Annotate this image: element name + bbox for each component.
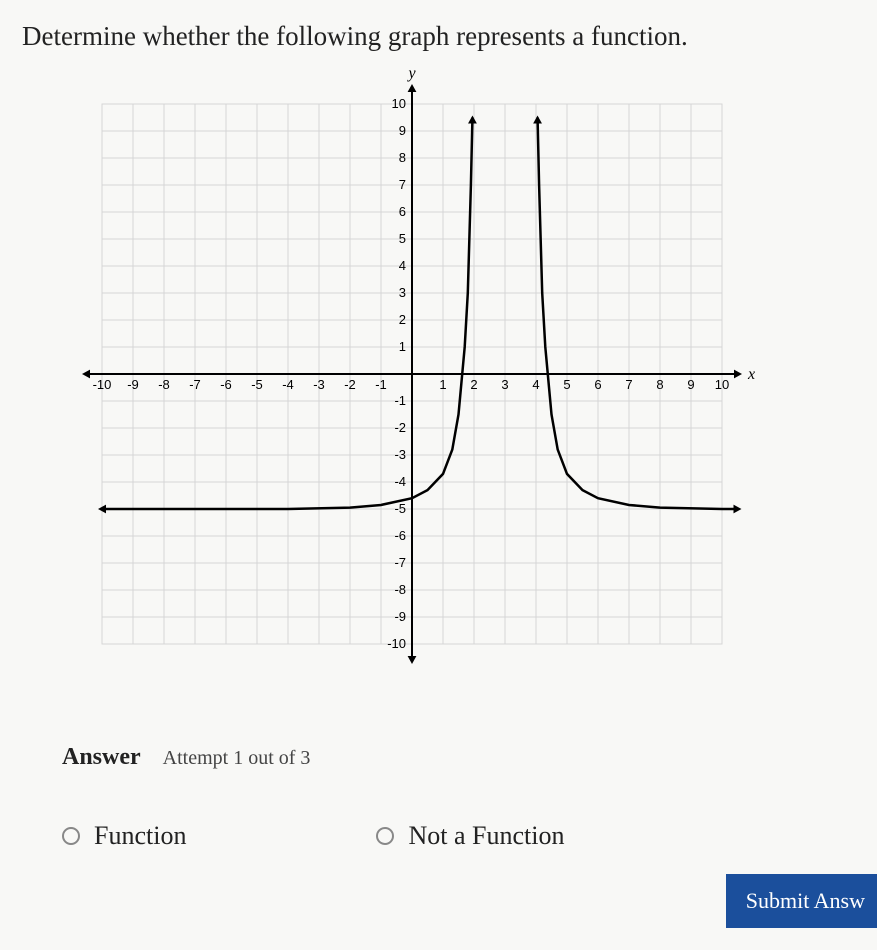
svg-text:4: 4 bbox=[399, 258, 406, 273]
answer-section: Answer Attempt 1 out of 3 bbox=[62, 744, 867, 771]
svg-text:8: 8 bbox=[656, 377, 663, 392]
svg-text:-4: -4 bbox=[394, 474, 406, 489]
svg-text:-6: -6 bbox=[394, 528, 406, 543]
svg-text:-2: -2 bbox=[394, 420, 406, 435]
function-graph: -10 -9 -8 -7 -6 -5 -4 -3 -2 -1 1 2 3 4 5 6 7 8 9 10 -10 -9 -8 -… bbox=[62, 64, 762, 684]
attempt-text: Attempt 1 out of 3 bbox=[163, 747, 311, 769]
graph-container: -10 -9 -8 -7 -6 -5 -4 -3 -2 -1 1 2 3 4 5 6 7 8 9 10 -10 -9 -8 -… bbox=[62, 64, 762, 684]
svg-text:6: 6 bbox=[399, 204, 406, 219]
submit-button[interactable]: Submit Answ bbox=[726, 874, 877, 928]
question-text: Determine whether the following graph re… bbox=[22, 18, 867, 54]
svg-text:-2: -2 bbox=[344, 377, 356, 392]
svg-text:-8: -8 bbox=[158, 377, 170, 392]
svg-text:-7: -7 bbox=[394, 555, 406, 570]
svg-text:-9: -9 bbox=[394, 609, 406, 624]
svg-text:3: 3 bbox=[501, 377, 508, 392]
svg-text:2: 2 bbox=[399, 312, 406, 327]
svg-text:-8: -8 bbox=[394, 582, 406, 597]
svg-text:9: 9 bbox=[687, 377, 694, 392]
svg-text:1: 1 bbox=[439, 377, 446, 392]
option-function-label: Function bbox=[94, 821, 186, 851]
svg-text:4: 4 bbox=[532, 377, 539, 392]
svg-text:-5: -5 bbox=[394, 501, 406, 516]
option-not-function-label: Not a Function bbox=[408, 821, 564, 851]
svg-text:-6: -6 bbox=[220, 377, 232, 392]
svg-text:3: 3 bbox=[399, 285, 406, 300]
svg-text:-7: -7 bbox=[189, 377, 201, 392]
svg-text:7: 7 bbox=[625, 377, 632, 392]
option-function[interactable]: Function bbox=[62, 821, 186, 851]
svg-text:2: 2 bbox=[470, 377, 477, 392]
svg-text:10: 10 bbox=[715, 377, 729, 392]
radio-icon bbox=[62, 827, 80, 845]
svg-text:-9: -9 bbox=[127, 377, 139, 392]
svg-text:8: 8 bbox=[399, 150, 406, 165]
answer-label: Answer bbox=[62, 744, 141, 770]
svg-text:x: x bbox=[747, 366, 755, 383]
svg-text:-1: -1 bbox=[394, 393, 406, 408]
svg-text:-10: -10 bbox=[93, 377, 112, 392]
svg-text:-4: -4 bbox=[282, 377, 294, 392]
svg-text:1: 1 bbox=[399, 339, 406, 354]
svg-text:10: 10 bbox=[392, 96, 406, 111]
svg-text:6: 6 bbox=[594, 377, 601, 392]
svg-text:9: 9 bbox=[399, 123, 406, 138]
svg-text:-3: -3 bbox=[313, 377, 325, 392]
svg-text:5: 5 bbox=[399, 231, 406, 246]
svg-text:-10: -10 bbox=[387, 636, 406, 651]
svg-text:-5: -5 bbox=[251, 377, 263, 392]
svg-text:y: y bbox=[406, 65, 416, 82]
options-row: Function Not a Function bbox=[62, 821, 867, 851]
svg-text:-1: -1 bbox=[375, 377, 387, 392]
radio-icon bbox=[376, 827, 394, 845]
svg-text:7: 7 bbox=[399, 177, 406, 192]
svg-text:-3: -3 bbox=[394, 447, 406, 462]
option-not-function[interactable]: Not a Function bbox=[376, 821, 564, 851]
svg-text:5: 5 bbox=[563, 377, 570, 392]
